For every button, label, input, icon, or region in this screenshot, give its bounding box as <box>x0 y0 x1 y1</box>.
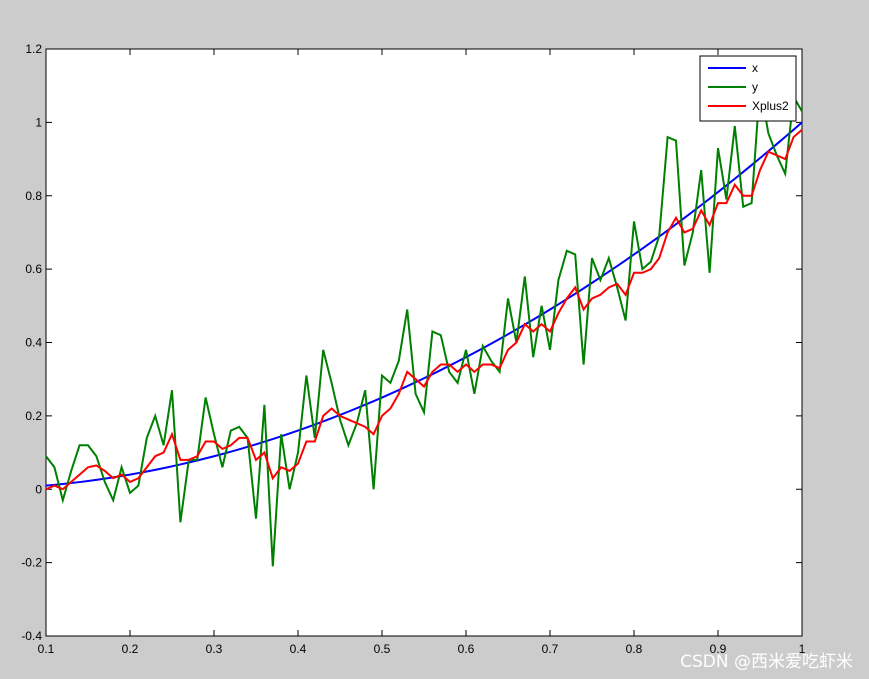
plot-area <box>45 48 803 637</box>
legend-label: y <box>752 80 758 94</box>
series-line <box>45 121 803 487</box>
y-tick-label: -0.4 <box>21 629 42 643</box>
x-tick-label: 0.9 <box>710 642 727 656</box>
y-tick-label: -0.2 <box>21 556 42 570</box>
x-tick-label: 0.5 <box>374 642 391 656</box>
y-tick-label: 0.2 <box>25 409 42 423</box>
x-tick-label: 0.3 <box>206 642 223 656</box>
x-tick-label: 0.8 <box>626 642 643 656</box>
x-tick-label: 0.1 <box>38 642 55 656</box>
x-tick-label: 0.6 <box>458 642 475 656</box>
y-tick-label: 0.4 <box>25 336 42 350</box>
legend-label: Xplus2 <box>752 99 789 113</box>
x-tick-label: 1 <box>799 642 806 656</box>
x-tick-label: 0.2 <box>122 642 139 656</box>
watermark: CSDN @西米爱吃虾米 <box>680 652 853 672</box>
y-tick-label: 1.2 <box>25 42 42 56</box>
y-tick-label: 1 <box>35 115 42 129</box>
legend-box <box>699 55 797 122</box>
series-line <box>45 128 803 491</box>
series-line <box>45 85 803 567</box>
x-tick-label: 0.7 <box>542 642 559 656</box>
y-tick-label: 0 <box>35 482 42 496</box>
x-tick-label: 0.4 <box>290 642 307 656</box>
y-tick-label: 0.6 <box>25 262 42 276</box>
y-tick-label: 0.8 <box>25 189 42 203</box>
legend-label: x <box>752 61 758 75</box>
